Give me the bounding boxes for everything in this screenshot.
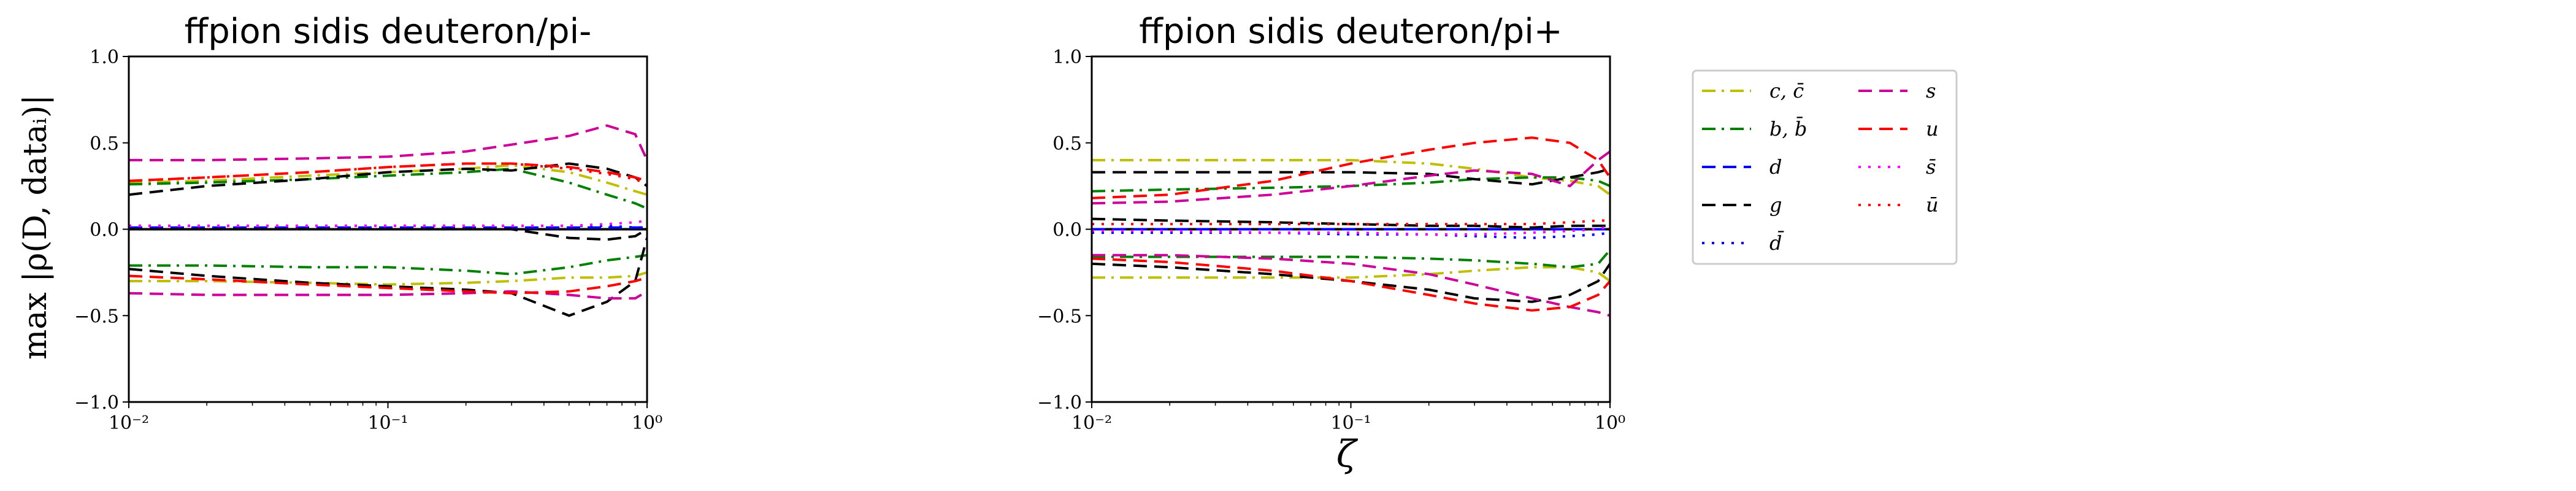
legend-item-ubar: ū xyxy=(1858,193,1939,217)
y-tick-label: −0.5 xyxy=(74,306,119,327)
y-tick-label: 0.5 xyxy=(90,133,119,155)
legend: c, c̄ b, b̄ dg d̄ su s̄ ū xyxy=(1692,69,1958,265)
series-line-b xyxy=(129,253,647,276)
legend-label: g xyxy=(1769,193,1782,217)
series-line-b xyxy=(129,167,647,210)
series-line-g xyxy=(1092,262,1610,303)
series-line-sbar xyxy=(129,219,647,227)
legend-item-d: d xyxy=(1702,155,1782,179)
y-axis-label: max |ρ(D, dataᵢ)| xyxy=(17,95,54,360)
y-tick-label: 0.5 xyxy=(1052,133,1082,155)
series-line-ubar xyxy=(129,162,647,186)
legend-label: s xyxy=(1926,79,1936,102)
legend-item-s: s xyxy=(1858,79,1936,102)
series-line-ubar xyxy=(1092,219,1610,226)
legend-label: u xyxy=(1926,117,1939,141)
x-axis-label: ζ xyxy=(1336,433,1359,476)
series-line-s xyxy=(1092,150,1610,205)
y-tick-label: 0.0 xyxy=(1052,220,1082,241)
series-line-dbar xyxy=(1092,231,1610,239)
x-tick-label: 10⁻¹ xyxy=(1330,412,1371,434)
series-line-b xyxy=(1092,249,1610,269)
chart-title: ffpion sidis deuteron/pi- xyxy=(185,12,592,52)
legend-item-u: u xyxy=(1858,117,1939,141)
legend-label: c, c̄ xyxy=(1769,79,1804,102)
chart-panel-2: ffpion sidis deuteron/pi+ −1.0 −0.5 0.0 0.5 1… xyxy=(1037,12,1625,434)
legend-label: s̄ xyxy=(1926,155,1936,179)
x-tick-label: 10⁻² xyxy=(1071,412,1112,434)
y-tick-label: −1.0 xyxy=(1037,392,1082,414)
plot-frame xyxy=(1091,55,1611,403)
y-tick-label: 1.0 xyxy=(90,47,119,68)
legend-item-c: c, c̄ xyxy=(1702,79,1804,102)
legend-frame xyxy=(1692,69,1958,265)
series-line-b xyxy=(1092,176,1610,193)
series-line-g xyxy=(129,228,647,241)
series-line-u xyxy=(1092,136,1610,199)
series-line-g xyxy=(129,238,647,317)
series-line-sbar xyxy=(1092,224,1610,236)
legend-item-dbar: d̄ xyxy=(1702,231,1784,255)
x-tick-label: 10⁻² xyxy=(109,412,149,434)
series-line-c xyxy=(129,164,647,196)
chart-title: ffpion sidis deuteron/pi+ xyxy=(1139,12,1562,52)
legend-item-b: b, b̄ xyxy=(1702,117,1807,141)
legend-label: d̄ xyxy=(1769,231,1784,255)
legend-label: ū xyxy=(1926,193,1939,217)
legend-item-g: g xyxy=(1702,193,1782,217)
legend-item-sbar: s̄ xyxy=(1858,155,1936,179)
series-line-u xyxy=(129,274,647,295)
legend-label: d xyxy=(1769,155,1782,179)
series-line-g xyxy=(1092,217,1610,229)
plot-frame xyxy=(128,55,648,403)
series-line-c xyxy=(129,271,647,286)
x-tick-label: 10⁰ xyxy=(632,412,662,434)
x-tick-label: 10⁰ xyxy=(1595,412,1625,434)
y-tick-label: 0.0 xyxy=(90,220,119,241)
series-line-u xyxy=(1092,257,1610,312)
y-tick-label: 1.0 xyxy=(1052,47,1082,68)
legend-label: b, b̄ xyxy=(1769,117,1807,141)
x-tick-label: 10⁻¹ xyxy=(367,412,408,434)
series-line-s xyxy=(1092,253,1610,317)
series-line-g xyxy=(129,162,647,196)
series-line-c xyxy=(1092,266,1610,282)
series-line-c xyxy=(1092,158,1610,196)
y-tick-label: −1.0 xyxy=(74,392,119,414)
series-line-s xyxy=(129,124,647,161)
y-tick-label: −0.5 xyxy=(1037,306,1082,327)
series-line-g xyxy=(1092,168,1610,186)
chart-panel-1: ffpion sidis deuteron/pi- −1.0 −0.5 0.0 0.5 1… xyxy=(74,12,662,434)
